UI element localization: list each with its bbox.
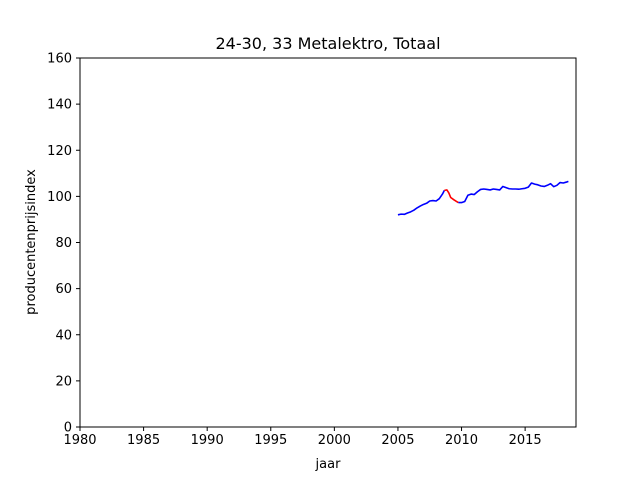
x-tick-label: 1995 — [254, 433, 287, 448]
chart-title: 24-30, 33 Metalektro, Totaal — [215, 34, 440, 53]
y-tick-label: 20 — [55, 374, 72, 389]
series-line-2 — [458, 180, 569, 204]
y-tick-label: 160 — [47, 52, 72, 67]
series-line-0 — [397, 190, 446, 216]
y-tick-label: 80 — [55, 236, 72, 251]
x-tick-label: 2000 — [318, 433, 351, 448]
y-axis-label: producentenprijsindex — [24, 169, 39, 315]
y-tick-label: 100 — [47, 190, 72, 205]
x-tick-label: 1990 — [191, 433, 224, 448]
y-tick-label: 40 — [55, 328, 72, 343]
y-tick-label: 140 — [47, 98, 72, 113]
x-axis-label: jaar — [315, 457, 342, 472]
y-tick-label: 0 — [64, 421, 72, 436]
y-tick-label: 120 — [47, 144, 72, 159]
x-tick-label: 1980 — [63, 433, 96, 448]
y-tick-label: 60 — [55, 282, 72, 297]
plot-area: 1980 1985 1990 1995 2000 2005 2010 2015 0 20 40 60 8… — [47, 52, 577, 448]
x-tick-label: 2005 — [381, 433, 414, 448]
series-line-1 — [444, 189, 459, 204]
x-tick-label: 1985 — [127, 433, 160, 448]
x-tick-label: 2010 — [445, 433, 478, 448]
x-tick-label: 2015 — [509, 433, 542, 448]
